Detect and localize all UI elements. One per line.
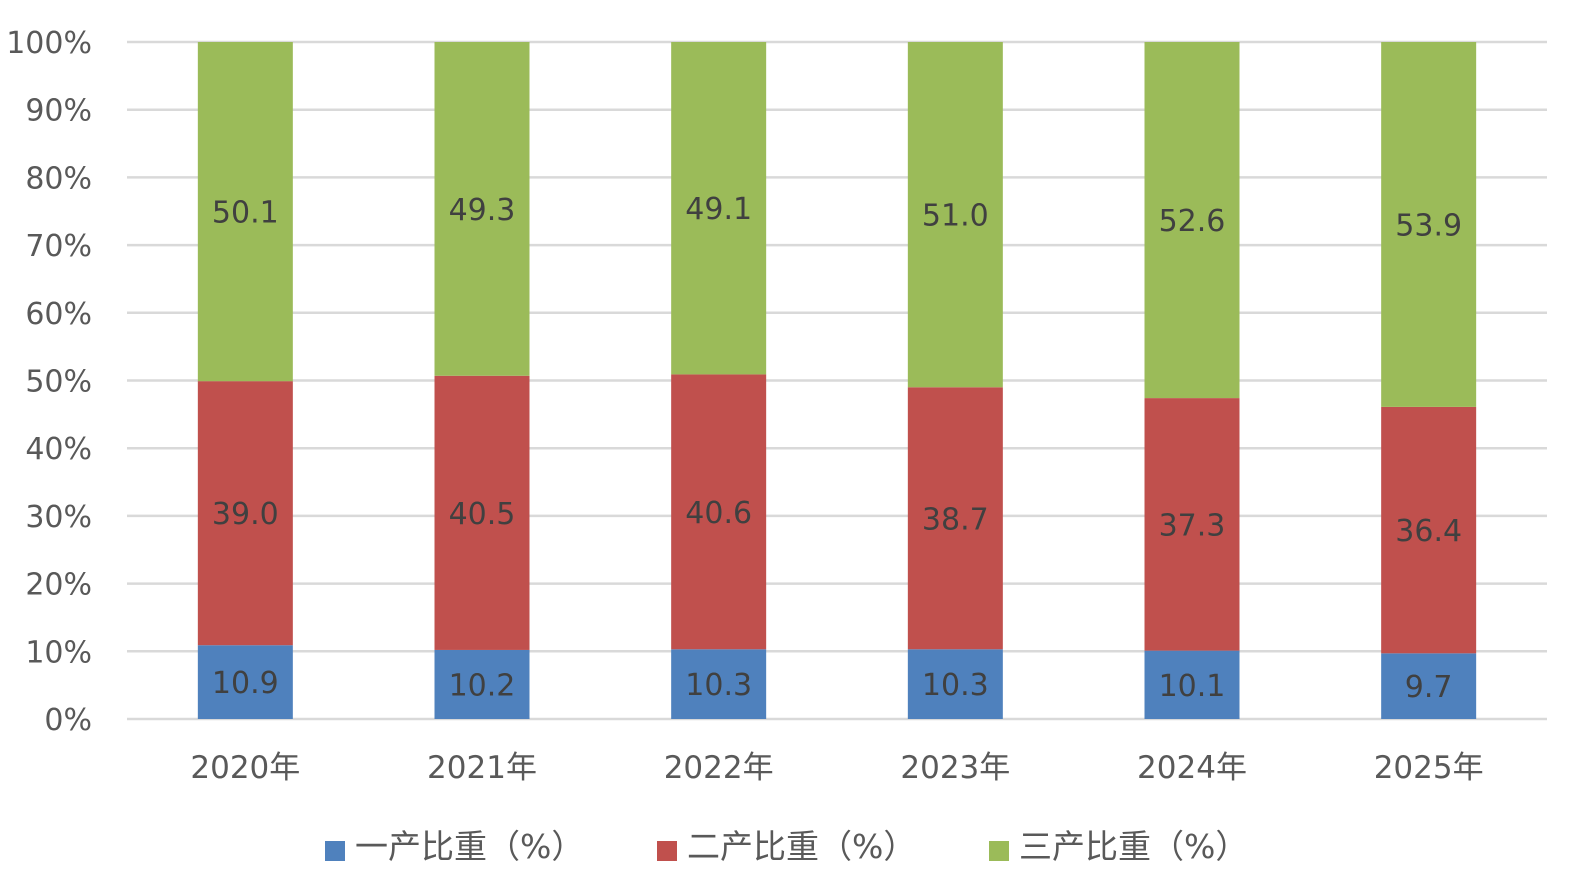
- data-labels: 10.9 39.0 50.1 10.2 40.5 49.3 10.3 40.6 49.1 10.3…: [212, 192, 1462, 705]
- bar-segment: [907, 387, 1003, 650]
- bar-segment: [434, 649, 530, 719]
- data-label: 10.9: [212, 666, 279, 701]
- bar-segment: [1144, 398, 1240, 651]
- bar-segment: [671, 374, 767, 650]
- bar-segment: [1144, 650, 1240, 719]
- x-axis-ticks: 2020年 2021年 2022年 2023年 2024年 2025年: [190, 750, 1483, 786]
- bar-segment: [197, 645, 293, 719]
- bar-segment: [907, 649, 1003, 719]
- data-label: 38.7: [922, 502, 989, 537]
- legend: 一产比重（%） 二产比重（%） 三产比重（%）: [325, 827, 1248, 866]
- y-tick-label: 80%: [25, 161, 92, 196]
- bar-segment: [197, 381, 293, 646]
- x-tick-label: 2025年: [1374, 750, 1484, 786]
- y-tick-label: 100%: [6, 26, 92, 61]
- data-label: 49.3: [449, 193, 516, 228]
- data-label: 9.7: [1405, 670, 1453, 705]
- data-label: 36.4: [1395, 514, 1462, 549]
- data-label: 49.1: [685, 192, 752, 227]
- y-tick-label: 90%: [25, 94, 92, 129]
- bars: [197, 42, 1477, 719]
- legend-swatch: [325, 841, 345, 861]
- data-label: 52.6: [1159, 204, 1226, 239]
- bar-segment: [434, 375, 530, 650]
- y-tick-label: 20%: [25, 568, 92, 603]
- bar-segment: [1144, 42, 1240, 399]
- gridlines: [127, 40, 1547, 721]
- bar-segment: [907, 42, 1003, 388]
- bar-segment: [434, 42, 530, 376]
- bar-segment: [671, 649, 767, 719]
- y-tick-label: 10%: [25, 635, 92, 670]
- y-tick-label: 40%: [25, 432, 92, 467]
- data-label: 53.9: [1395, 208, 1462, 243]
- bar-segment: [197, 42, 293, 382]
- legend-label: 一产比重（%）: [355, 827, 584, 866]
- x-tick-label: 2024年: [1137, 750, 1247, 786]
- legend-swatch: [657, 841, 677, 861]
- legend-swatch: [989, 841, 1009, 861]
- data-label: 39.0: [212, 497, 279, 532]
- x-tick-label: 2023年: [900, 750, 1010, 786]
- legend-label: 二产比重（%）: [687, 827, 916, 866]
- data-label: 50.1: [212, 196, 279, 231]
- bar-segment: [1381, 42, 1477, 407]
- bar-segment: [1381, 653, 1477, 719]
- y-tick-label: 50%: [25, 365, 92, 400]
- x-tick-label: 2021年: [427, 750, 537, 786]
- y-tick-label: 0%: [44, 703, 92, 738]
- data-label: 51.0: [922, 199, 989, 234]
- legend-label: 三产比重（%）: [1019, 827, 1248, 866]
- data-label: 10.3: [685, 668, 752, 703]
- y-axis-ticks: 0% 10% 20% 30% 40% 50% 60% 70% 80% 90% 100%: [6, 26, 92, 738]
- data-label: 10.1: [1159, 669, 1226, 704]
- data-label: 10.3: [922, 668, 989, 703]
- data-label: 40.5: [449, 497, 516, 532]
- bar-segment: [671, 42, 767, 375]
- data-label: 10.2: [449, 668, 516, 703]
- data-label: 37.3: [1159, 508, 1226, 543]
- bar-segment: [1381, 406, 1477, 654]
- y-tick-label: 30%: [25, 500, 92, 535]
- y-tick-label: 70%: [25, 229, 92, 264]
- data-label: 40.6: [685, 496, 752, 531]
- y-tick-label: 60%: [25, 297, 92, 332]
- x-tick-label: 2022年: [664, 750, 774, 786]
- x-tick-label: 2020年: [190, 750, 300, 786]
